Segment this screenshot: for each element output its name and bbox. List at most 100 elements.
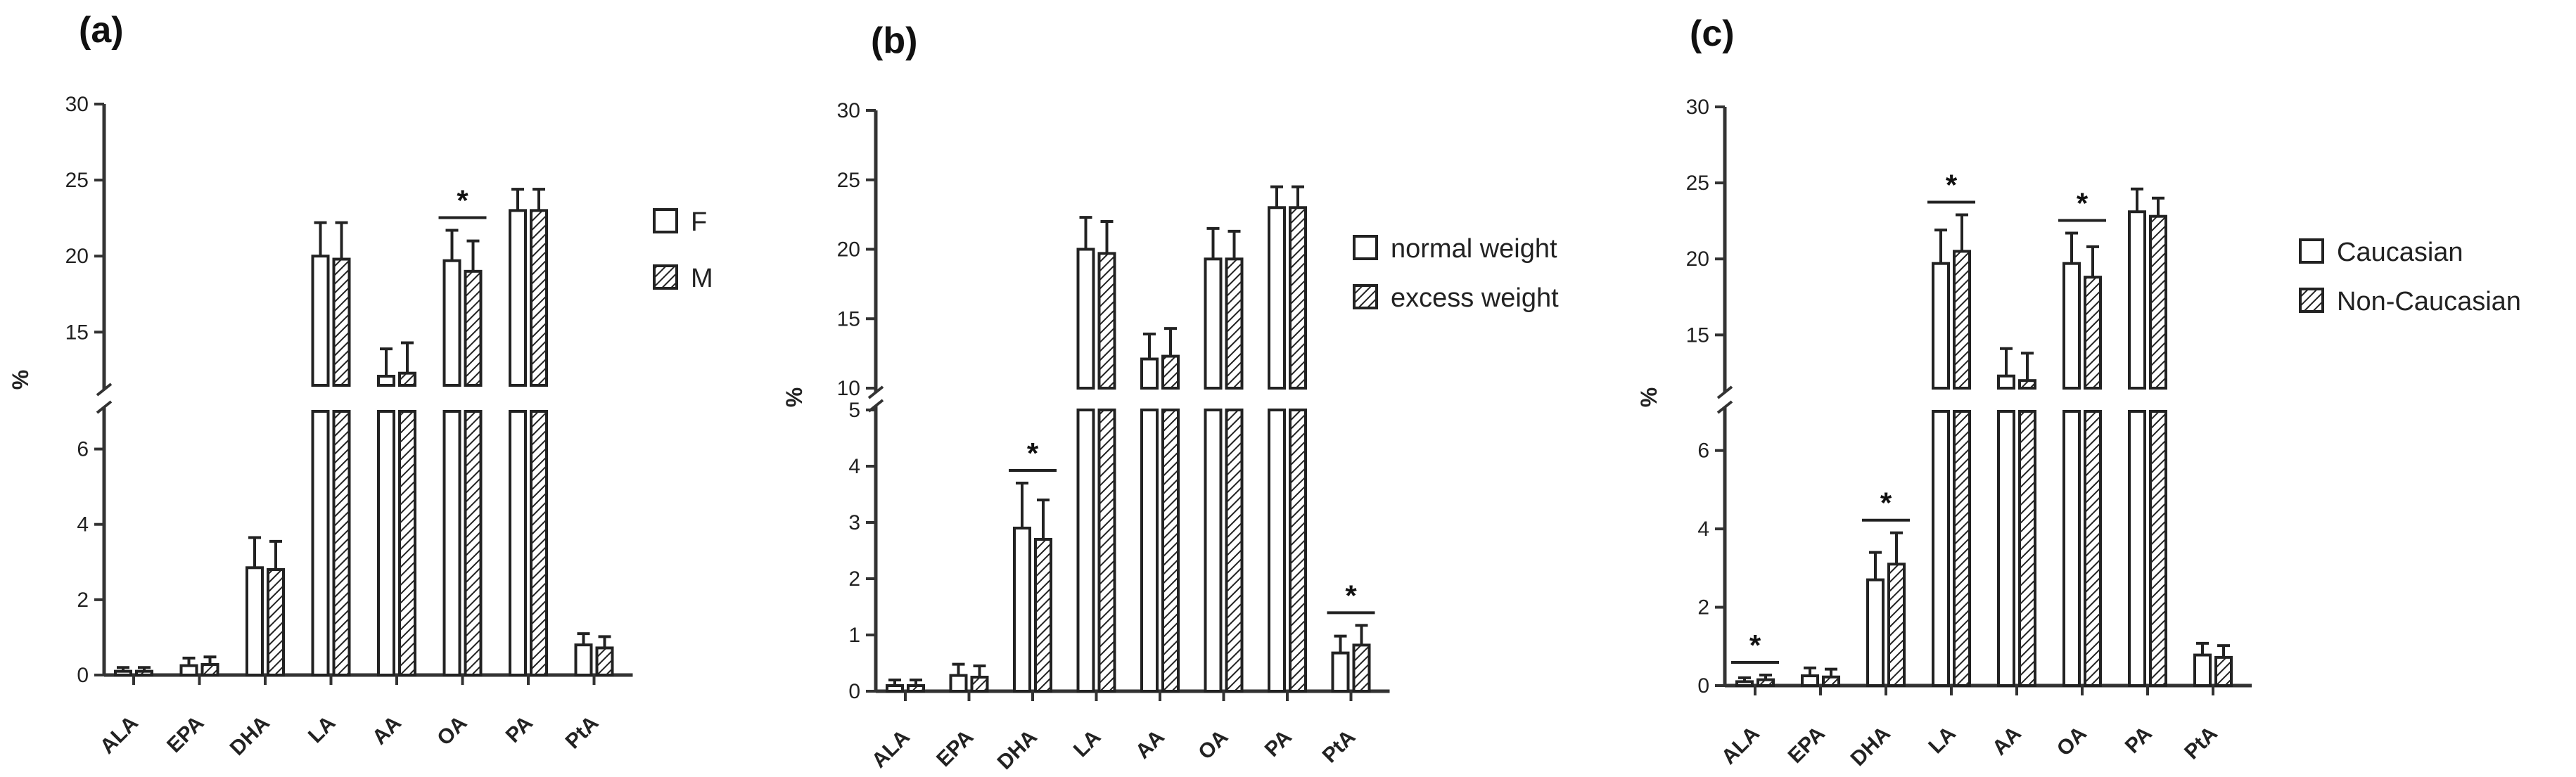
bar-non-caucasian bbox=[1953, 250, 1971, 390]
category-label: EPA bbox=[932, 726, 978, 771]
bar-excess-weight bbox=[1161, 354, 1180, 390]
bar-caucasian bbox=[1997, 374, 2015, 390]
bar-normal-weight bbox=[1140, 357, 1159, 390]
y-tick-label: 0 bbox=[848, 680, 860, 703]
y-axis-title: % bbox=[1636, 387, 1662, 407]
y-tick-label: 4 bbox=[77, 513, 89, 537]
legend-label: Non-Caucasian bbox=[2337, 287, 2521, 316]
category-label: PtA bbox=[1318, 726, 1360, 768]
category-label: PtA bbox=[561, 712, 604, 754]
significance-star: * bbox=[1946, 169, 1958, 202]
y-tick-label: 6 bbox=[77, 438, 89, 461]
legend-swatch bbox=[2299, 288, 2324, 313]
legend-swatch bbox=[653, 264, 678, 290]
bar-f bbox=[442, 410, 461, 676]
category-label: LA bbox=[1924, 722, 1960, 759]
bar-f bbox=[246, 566, 264, 676]
bar-caucasian bbox=[2062, 410, 2081, 687]
bar-m bbox=[464, 410, 483, 676]
panel-label: (b) bbox=[871, 20, 917, 61]
bar-caucasian bbox=[2128, 410, 2146, 687]
bar-m bbox=[464, 269, 483, 387]
significance-star: * bbox=[1880, 487, 1892, 520]
y-tick-label: 2 bbox=[77, 589, 89, 612]
category-label: ALA bbox=[96, 712, 143, 759]
bar-normal-weight bbox=[1204, 257, 1223, 390]
y-tick-label: 20 bbox=[1686, 248, 1709, 271]
chart-panel-b: (b) 0 1 2 3 4 510 15 20 25 30% ALA EPA DHA LA AA OA PA PtA… bbox=[782, 20, 1559, 774]
category-label: OA bbox=[433, 712, 471, 750]
chart-panel-a: (a) 0 2 4 6 15 20 25 30% ALA EPA DHA LA AA OA PA PtA * FM bbox=[8, 10, 713, 760]
y-tick-label: 15 bbox=[65, 321, 89, 344]
bar-normal-weight bbox=[1140, 409, 1159, 693]
bar-non-caucasian bbox=[1887, 563, 1906, 687]
y-tick-label: 3 bbox=[848, 511, 860, 534]
panel-label: (c) bbox=[1690, 13, 1735, 54]
y-tick-label: 30 bbox=[837, 99, 860, 122]
bar-excess-weight bbox=[1225, 409, 1244, 693]
category-label: ALA bbox=[867, 726, 914, 773]
bar-m bbox=[595, 646, 614, 677]
bar-non-caucasian bbox=[2018, 410, 2036, 687]
bar-f bbox=[442, 259, 461, 387]
bar-caucasian bbox=[1932, 262, 1950, 390]
category-label: DHA bbox=[1847, 722, 1895, 771]
category-label: OA bbox=[2053, 722, 2091, 761]
bar-non-caucasian bbox=[2018, 379, 2036, 390]
bar-caucasian bbox=[1932, 410, 1950, 687]
bar-normal-weight bbox=[1204, 409, 1223, 693]
bar-non-caucasian bbox=[2149, 410, 2167, 687]
legend-swatch bbox=[1353, 235, 1378, 260]
bar-f bbox=[114, 669, 132, 677]
y-tick-label: 5 bbox=[848, 399, 860, 422]
legend-label: excess weight bbox=[1391, 283, 1559, 313]
y-tick-label: 0 bbox=[1697, 674, 1709, 698]
bar-caucasian bbox=[1735, 680, 1754, 688]
bar-caucasian bbox=[1997, 410, 2015, 687]
bar-f bbox=[311, 410, 330, 676]
bar-m bbox=[267, 568, 285, 676]
category-label: PA bbox=[1261, 726, 1296, 762]
y-tick-label: 4 bbox=[848, 455, 860, 478]
y-tick-label: 30 bbox=[65, 93, 89, 116]
category-label: EPA bbox=[162, 712, 208, 757]
significance-star: * bbox=[1345, 579, 1357, 612]
y-tick-label: 10 bbox=[837, 377, 860, 400]
bar-excess-weight bbox=[1097, 409, 1116, 693]
bar-non-caucasian bbox=[2214, 655, 2233, 688]
bar-m bbox=[530, 209, 548, 387]
bar-excess-weight bbox=[1352, 643, 1371, 693]
axis-break-mark bbox=[867, 385, 884, 399]
y-axis-title: % bbox=[8, 370, 33, 390]
bar-m bbox=[332, 257, 351, 387]
category-label: ALA bbox=[1717, 722, 1764, 769]
bar-excess-weight bbox=[1097, 252, 1116, 390]
axis-break-mark bbox=[1716, 400, 1733, 414]
y-tick-label: 2 bbox=[1697, 596, 1709, 619]
bar-m bbox=[398, 371, 416, 387]
bar-excess-weight bbox=[907, 684, 925, 693]
y-tick-label: 15 bbox=[837, 307, 860, 330]
bar-non-caucasian bbox=[1953, 410, 1971, 687]
bar-excess-weight bbox=[1161, 409, 1180, 693]
y-tick-label: 2 bbox=[848, 567, 860, 591]
category-label: AA bbox=[1131, 726, 1169, 764]
bar-caucasian bbox=[2062, 262, 2081, 390]
bar-normal-weight bbox=[886, 684, 904, 693]
category-label: AA bbox=[1988, 722, 2026, 760]
bar-caucasian bbox=[2193, 653, 2212, 687]
bar-non-caucasian bbox=[1822, 675, 1840, 688]
bar-f bbox=[311, 255, 330, 387]
category-label: DHA bbox=[226, 712, 274, 760]
y-tick-label: 15 bbox=[1686, 323, 1709, 347]
category-label: LA bbox=[1069, 726, 1106, 762]
bar-caucasian bbox=[2128, 210, 2146, 390]
bar-m bbox=[332, 410, 351, 676]
y-tick-label: 6 bbox=[1697, 439, 1709, 463]
bar-non-caucasian bbox=[2149, 214, 2167, 390]
bar-excess-weight bbox=[1289, 409, 1307, 693]
legend-label: Caucasian bbox=[2337, 238, 2463, 267]
y-tick-label: 25 bbox=[837, 169, 860, 192]
bar-caucasian bbox=[1801, 674, 1819, 687]
